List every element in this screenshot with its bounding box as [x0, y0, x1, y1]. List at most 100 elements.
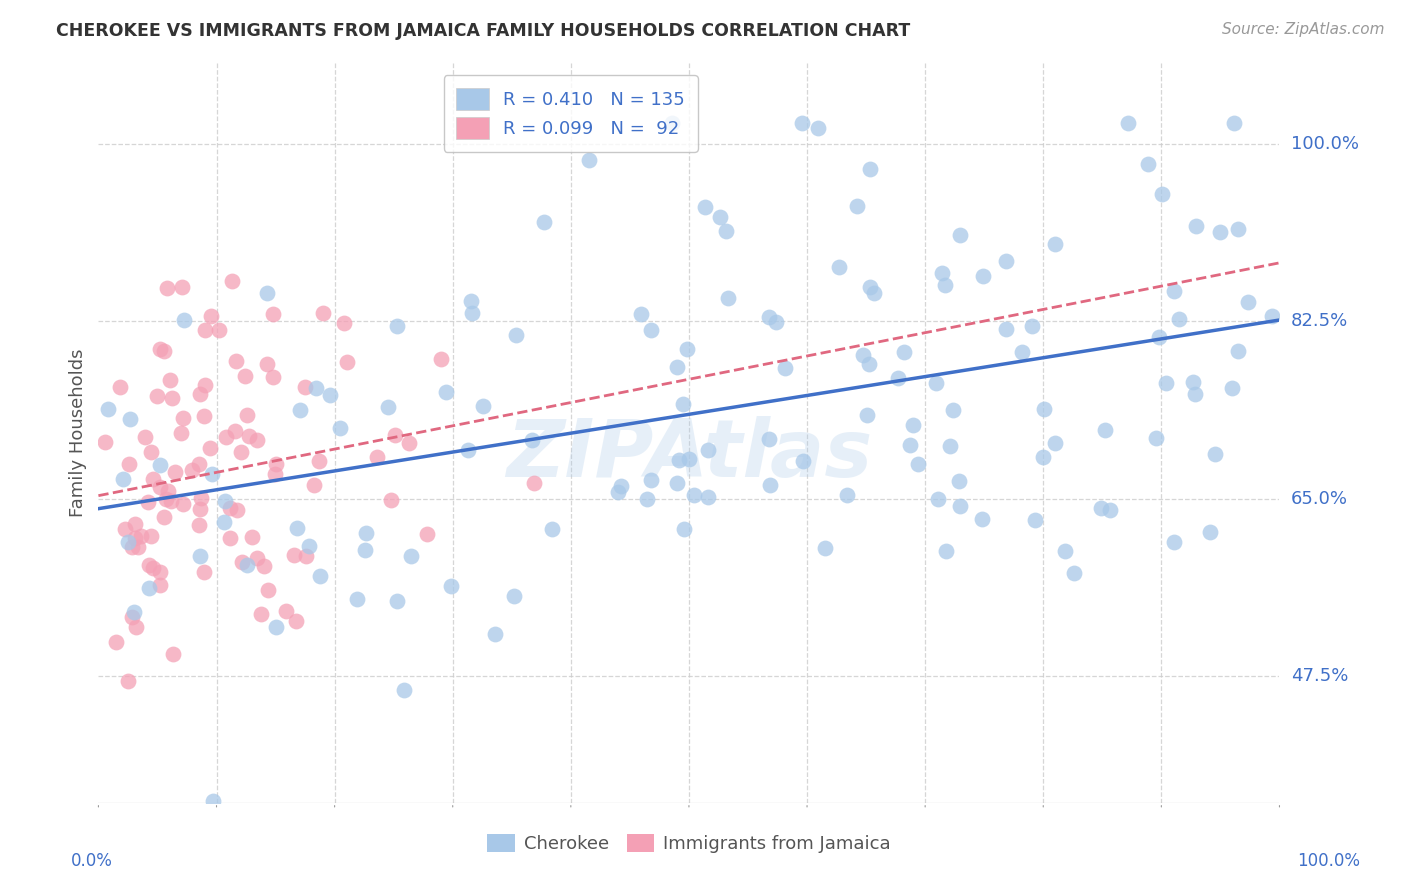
- Point: [949, 499, 972, 513]
- Point: [264, 457, 287, 471]
- Point: [931, 266, 953, 280]
- Point: [1032, 450, 1054, 465]
- Point: [336, 355, 359, 369]
- Point: [1090, 501, 1112, 516]
- Point: [1063, 566, 1085, 580]
- Point: [385, 593, 408, 607]
- Point: [717, 291, 740, 305]
- Point: [346, 592, 368, 607]
- Point: [523, 476, 546, 491]
- Point: [262, 369, 284, 384]
- Point: [758, 310, 780, 325]
- Point: [949, 228, 972, 243]
- Point: [256, 357, 278, 371]
- Point: [114, 523, 136, 537]
- Point: [214, 494, 236, 508]
- Point: [94, 434, 117, 449]
- Point: [665, 475, 688, 490]
- Point: [837, 488, 859, 502]
- Point: [246, 550, 269, 565]
- Point: [139, 529, 162, 543]
- Point: [1168, 312, 1191, 326]
- Point: [304, 381, 326, 395]
- Point: [160, 494, 183, 508]
- Point: [172, 497, 194, 511]
- Text: 100.0%: 100.0%: [1298, 852, 1360, 870]
- Point: [118, 457, 141, 471]
- Point: [262, 307, 284, 321]
- Point: [1185, 219, 1208, 233]
- Point: [285, 521, 308, 535]
- Point: [134, 430, 156, 444]
- Point: [162, 647, 184, 661]
- Point: [246, 433, 269, 447]
- Point: [1222, 116, 1244, 130]
- Point: [155, 492, 177, 507]
- Point: [672, 522, 695, 536]
- Point: [606, 485, 628, 500]
- Point: [640, 473, 662, 487]
- Point: [127, 541, 149, 555]
- Point: [893, 345, 915, 359]
- Point: [434, 385, 457, 400]
- Point: [790, 116, 813, 130]
- Point: [142, 472, 165, 486]
- Point: [201, 467, 224, 482]
- Point: [939, 439, 962, 453]
- Point: [240, 530, 263, 544]
- Point: [193, 409, 215, 423]
- Point: [792, 454, 814, 468]
- Point: [995, 322, 1018, 336]
- Point: [696, 490, 718, 504]
- Point: [440, 579, 463, 593]
- Point: [995, 253, 1018, 268]
- Point: [311, 306, 333, 320]
- Point: [256, 286, 278, 301]
- Point: [146, 389, 169, 403]
- Point: [1118, 116, 1140, 130]
- Point: [148, 343, 170, 357]
- Point: [156, 281, 179, 295]
- Point: [457, 442, 479, 457]
- Point: [758, 477, 780, 491]
- Point: [309, 568, 332, 582]
- Point: [193, 565, 215, 579]
- Point: [385, 318, 408, 333]
- Point: [862, 285, 884, 300]
- Point: [665, 360, 688, 375]
- Point: [219, 531, 242, 545]
- Point: [121, 540, 143, 554]
- Point: [170, 426, 193, 441]
- Point: [484, 626, 506, 640]
- Text: CHEROKEE VS IMMIGRANTS FROM JAMAICA FAMILY HOUSEHOLDS CORRELATION CHART: CHEROKEE VS IMMIGRANTS FROM JAMAICA FAMI…: [56, 22, 911, 40]
- Point: [636, 492, 658, 507]
- Point: [859, 280, 882, 294]
- Point: [661, 116, 683, 130]
- Point: [461, 306, 484, 320]
- Point: [285, 614, 308, 628]
- Point: [236, 408, 259, 422]
- Point: [226, 503, 249, 517]
- Point: [264, 620, 287, 634]
- Point: [173, 313, 195, 327]
- Point: [160, 392, 183, 406]
- Point: [172, 411, 194, 425]
- Point: [970, 511, 993, 525]
- Point: [856, 409, 879, 423]
- Point: [696, 442, 718, 457]
- Point: [333, 317, 356, 331]
- Point: [1032, 401, 1054, 416]
- Point: [852, 348, 875, 362]
- Point: [236, 558, 259, 572]
- Point: [231, 556, 253, 570]
- Point: [1226, 343, 1249, 358]
- Text: 100.0%: 100.0%: [1291, 135, 1358, 153]
- Text: 65.0%: 65.0%: [1291, 490, 1347, 508]
- Point: [157, 484, 180, 499]
- Point: [149, 480, 172, 494]
- Point: [138, 558, 160, 573]
- Point: [972, 268, 994, 283]
- Text: 47.5%: 47.5%: [1291, 667, 1348, 685]
- Text: ZIPAtlas: ZIPAtlas: [506, 416, 872, 494]
- Point: [153, 509, 176, 524]
